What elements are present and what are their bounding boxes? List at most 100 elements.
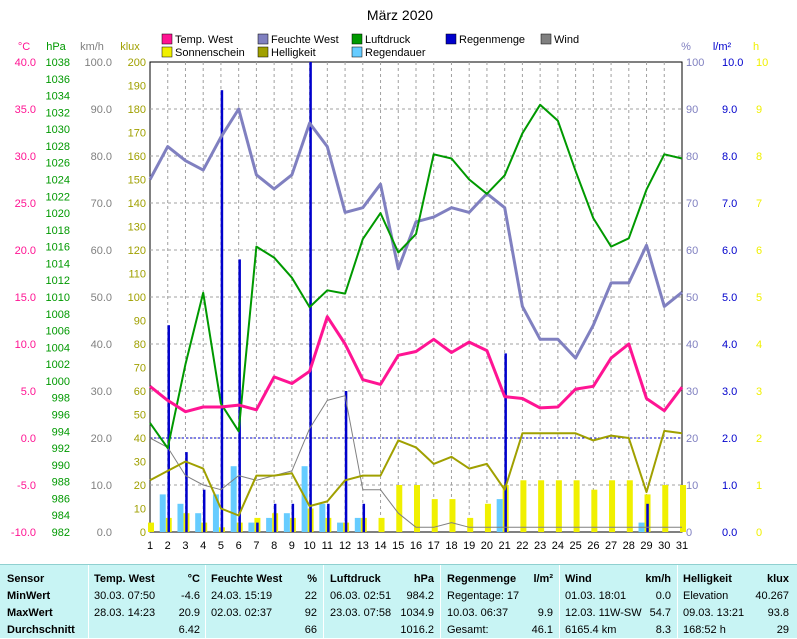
y-tick-label: 1004 — [46, 342, 70, 354]
y-tick-label: 15.0 — [15, 292, 36, 304]
y-tick-label: 130 — [128, 222, 146, 234]
y-tick-label: 1026 — [46, 158, 70, 170]
y-tick-label: 1024 — [46, 175, 70, 187]
y-tick-label: 40 — [686, 339, 698, 351]
x-tick-label: 4 — [200, 540, 206, 552]
line-luftdruck — [149, 103, 683, 450]
y-tick-label: 994 — [52, 426, 70, 438]
bar-sonnenschein — [449, 499, 456, 532]
y-tick-label: -5.0 — [17, 480, 36, 492]
bar-sonnenschein — [414, 485, 420, 532]
x-tick-label: 18 — [445, 540, 457, 552]
y-tick-label: 1000 — [46, 376, 70, 388]
y-tick-label: 160 — [128, 151, 146, 163]
legend-label: Regenmenge — [459, 34, 525, 46]
bar-sonnenschein — [573, 480, 580, 532]
bar-sonnenschein — [555, 480, 562, 532]
summary-wind-unit: km/h — [645, 573, 671, 585]
bar-sonnenschein — [484, 503, 491, 532]
bar-regenmenge — [220, 90, 224, 532]
y-tick-label: 10 — [134, 504, 146, 516]
summary-divider — [323, 565, 324, 639]
bar-sonnenschein — [520, 480, 527, 532]
y-tick-label: 0 — [140, 527, 146, 539]
y-tick-label: 100.0 — [84, 57, 112, 69]
y-tick-label: 3 — [756, 386, 762, 398]
y-tick-label: 120 — [128, 245, 146, 257]
summary-light-column: Helligkeit klux Elevation 40.267 09.03. 13… — [683, 571, 789, 639]
summary-wind-max-time: 12.03. 11W-SW — [565, 607, 642, 619]
summary-light-max-time: 09.03. 13:21 — [683, 607, 745, 619]
bar-regendauer — [283, 513, 290, 532]
x-tick-label: 25 — [569, 540, 581, 552]
bar-regendauer — [212, 494, 219, 532]
x-tick-label: 12 — [339, 540, 351, 552]
line-helligkeit — [149, 429, 683, 517]
legend-swatch — [351, 46, 363, 58]
y-tick-label: 5.0 — [21, 386, 36, 398]
legend-label: Sonnenschein — [175, 47, 245, 59]
summary-light-title: Helligkeit — [683, 573, 732, 585]
bar-regenmenge — [344, 391, 348, 532]
x-tick-label: 17 — [428, 540, 440, 552]
y-tick-label: 10.0 — [91, 480, 112, 492]
summary-pressure-avg: 1016.2 — [400, 624, 434, 636]
bar-regendauer — [354, 517, 361, 532]
summary-rain-title: Regenmenge — [447, 573, 517, 585]
summary-humidity-min-time: 24.03. 15:19 — [211, 590, 273, 602]
summary-labels-column: Sensor MinWert MaxWert Durchschnitt — [7, 571, 85, 639]
summary-humidity-avg: 66 — [304, 624, 317, 636]
y-tick-label: 10.0 — [15, 339, 36, 351]
summary-wind-distance: 6165.4 km — [565, 624, 617, 636]
weather-chart: März 2020 Temp. West Feuchte West Luftdruc… — [10, 7, 769, 552]
summary-humidity-column: Feuchte West% 24.03. 15:19 22 02.03. 02:3… — [211, 571, 317, 639]
bar-regenmenge — [362, 503, 366, 532]
y-tick-label: 30.0 — [15, 151, 36, 163]
legend-swatch — [445, 33, 457, 45]
y-tick-label: 40.0 — [91, 339, 112, 351]
y-axis-unit: °C — [18, 41, 30, 53]
summary-pressure-min-value: 984.2 — [406, 590, 434, 602]
summary-temp-title: Temp. West — [94, 573, 155, 585]
summary-rain-total-label: Gesamt: — [447, 624, 489, 636]
y-tick-label: 1030 — [46, 124, 70, 136]
y-tick-label: 10.0 — [722, 57, 743, 69]
summary-rain-max-time: 10.03. 06:37 — [447, 607, 509, 619]
bar-regenmenge — [167, 325, 170, 532]
x-tick-label: 10 — [303, 540, 315, 552]
x-tick-label: 7 — [253, 540, 259, 552]
summary-pressure-unit: hPa — [413, 573, 434, 585]
summary-divider — [677, 565, 678, 639]
y-tick-label: -10.0 — [11, 527, 36, 539]
summary-temp-column: Temp. West °C 30.03. 07:50 -4.6 28.03. 14:… — [94, 571, 200, 639]
summary-temp-avg: 6.42 — [178, 624, 200, 636]
y-tick-label: 0.0 — [722, 527, 737, 539]
y-tick-label: 1036 — [46, 74, 70, 86]
x-tick-label: 13 — [357, 540, 369, 552]
y-tick-label: 200 — [128, 57, 146, 69]
summary-divider — [88, 565, 89, 639]
summary-light-avg: 29 — [776, 624, 789, 636]
line-feuchte-west — [148, 107, 683, 360]
y-tick-label: 190 — [128, 81, 146, 93]
legend-label: Luftdruck — [365, 34, 411, 46]
bar-sonnenschein — [396, 485, 403, 532]
y-tick-label: 5.0 — [722, 292, 737, 304]
y-tick-label: 1008 — [46, 309, 70, 321]
summary-min-label: MinWert — [7, 590, 51, 602]
bar-regendauer — [159, 494, 166, 532]
summary-divider — [559, 565, 560, 639]
bar-regendauer — [301, 466, 308, 532]
summary-temp-unit: °C — [187, 573, 200, 585]
summary-rain-days: Regentage: 17 — [447, 590, 520, 602]
bar-regendauer — [177, 503, 184, 532]
x-tick-label: 23 — [534, 540, 546, 552]
summary-temp-max-value: 20.9 — [178, 607, 200, 619]
y-tick-label: 1028 — [46, 141, 70, 153]
y-tick-label: 10 — [686, 480, 698, 492]
summary-pressure-column: Luftdruck hPa 06.03. 02:51 984.2 23.03. 07… — [330, 571, 434, 639]
y-tick-label: 10 — [756, 57, 768, 69]
legend-swatch — [351, 33, 363, 45]
y-tick-label: 20 — [134, 480, 146, 492]
y-tick-label: 80 — [134, 339, 146, 351]
